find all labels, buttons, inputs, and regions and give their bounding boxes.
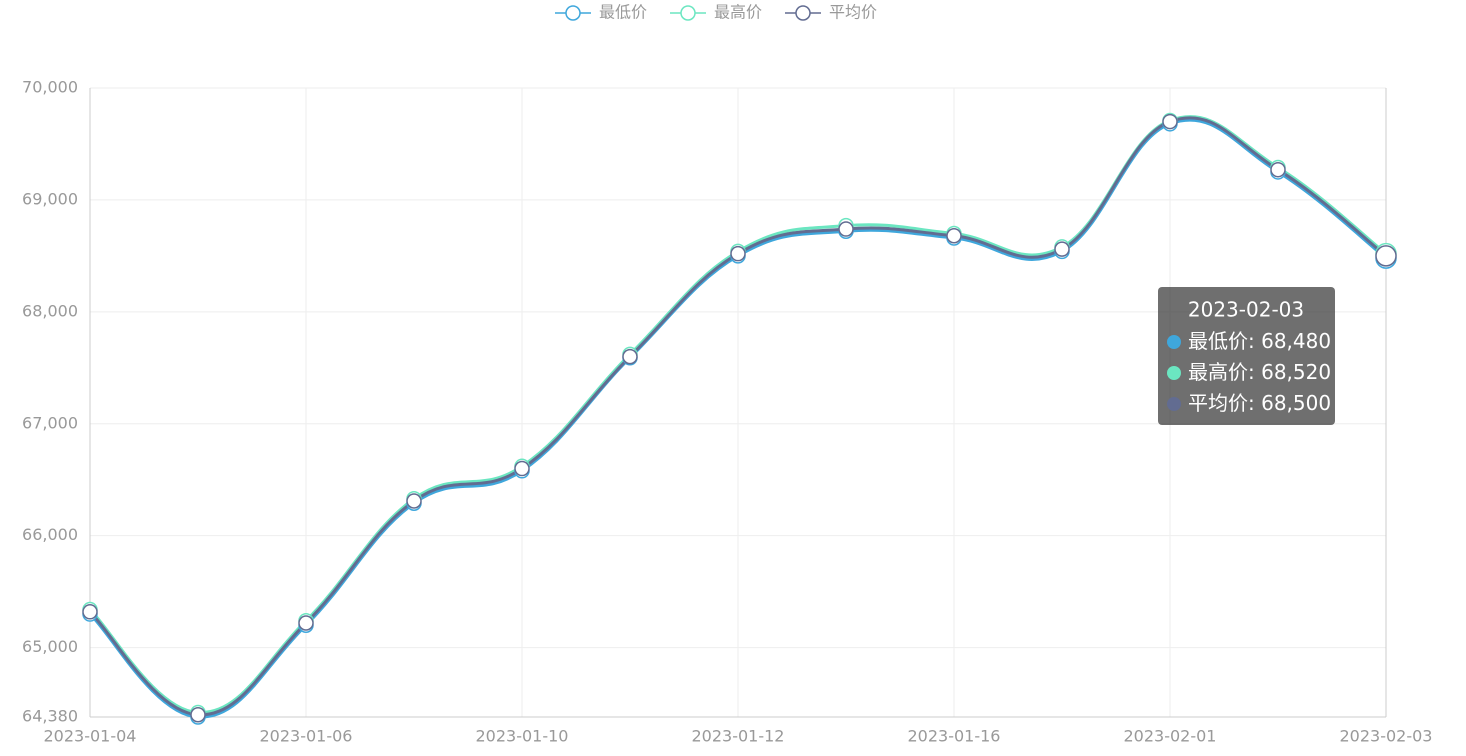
legend-marker <box>795 5 811 21</box>
point <box>406 493 422 509</box>
tooltip-title: 2023-02-03 <box>1188 298 1304 322</box>
legend-label: 平均价 <box>829 3 877 22</box>
tooltip-box <box>1158 287 1335 425</box>
y-tick-label: 69,000 <box>22 189 78 208</box>
tooltip-item: 最低价: 68,480 <box>1188 329 1331 353</box>
x-tick-label: 2023-01-10 <box>476 727 569 746</box>
point <box>1054 241 1070 257</box>
y-tick-label: 68,000 <box>22 301 78 320</box>
tooltip-value: 68,520 <box>1261 360 1331 384</box>
x-tick-label: 2023-01-16 <box>908 727 1001 746</box>
tooltip-item: 平均价: 68,500 <box>1188 391 1331 415</box>
legend-label: 最高价 <box>714 3 762 22</box>
point <box>622 348 638 365</box>
point <box>514 460 530 477</box>
tooltip-name: 平均价 <box>1188 391 1248 415</box>
legend-marker <box>565 5 581 21</box>
point <box>946 227 962 244</box>
tooltip-sep: : <box>1248 360 1261 384</box>
point <box>838 221 854 237</box>
tooltip-sep: : <box>1248 329 1261 353</box>
y-tick-label: 67,000 <box>22 413 78 432</box>
x-tick-label: 2023-01-04 <box>44 727 137 746</box>
point <box>190 707 206 723</box>
tooltip-name: 最低价 <box>1188 329 1248 353</box>
point <box>82 604 98 620</box>
tooltip-value: 68,480 <box>1261 329 1331 353</box>
point <box>730 245 746 262</box>
legend-marker <box>680 5 696 21</box>
x-tick-label: 2023-02-01 <box>1124 727 1217 746</box>
y-tick-label: 66,000 <box>22 525 78 544</box>
y-tick-label: 65,000 <box>22 637 78 656</box>
point <box>1162 113 1178 130</box>
x-tick-label: 2023-01-12 <box>692 727 785 746</box>
x-tick-label: 2023-01-06 <box>260 727 353 746</box>
tooltip-dot <box>1167 397 1181 411</box>
y-tick-label: 70,000 <box>22 78 78 97</box>
tooltip: 2023-02-03 最低价: 68,480 最高价: 68,520 平均价: 68,… <box>1158 287 1335 425</box>
tooltip-item: 最高价: 68,520 <box>1188 360 1331 384</box>
tooltip-value: 68,500 <box>1261 391 1331 415</box>
tooltip-dot <box>1167 366 1181 380</box>
x-tick-label: 2023-02-03 <box>1340 727 1433 746</box>
tooltip-dot <box>1167 335 1181 349</box>
point <box>1375 245 1397 267</box>
y-tick-label: 64,380 <box>22 707 78 726</box>
tooltip-sep: : <box>1248 391 1261 415</box>
point <box>1270 161 1286 178</box>
legend-label: 最低价 <box>599 3 647 22</box>
tooltip-name: 最高价 <box>1188 360 1248 384</box>
point <box>298 615 314 631</box>
